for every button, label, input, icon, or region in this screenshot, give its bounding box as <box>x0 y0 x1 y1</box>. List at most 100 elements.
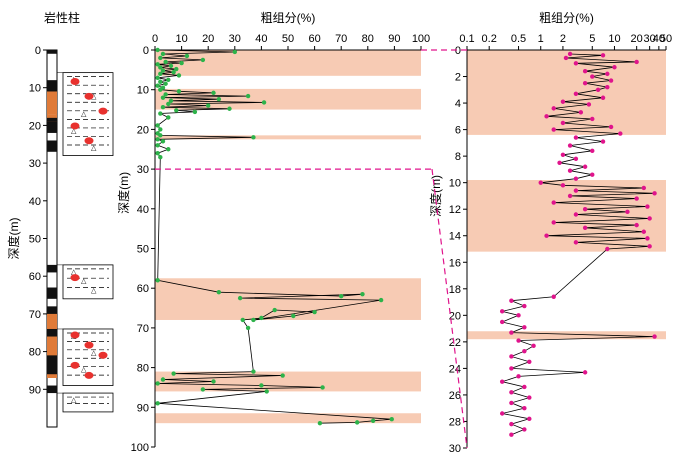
lithology-orange-layer <box>47 310 57 378</box>
lithology-detail-box <box>62 392 114 413</box>
log-x-tick-label: 20 <box>631 33 643 45</box>
log-y-tick-label: 4 <box>455 98 461 110</box>
lithology-tick-label: 0 <box>35 45 41 57</box>
log-data-point <box>522 303 527 309</box>
log-highlight-band <box>467 50 666 135</box>
log-data-point <box>509 432 514 437</box>
log-data-point <box>557 160 562 165</box>
linear-data-point <box>317 420 323 426</box>
linear-data-point <box>155 62 160 67</box>
lithology-black-layer <box>47 80 57 92</box>
log-x-tick-label: 50 <box>660 33 672 45</box>
linear-depth-label: 深度(m) <box>116 172 131 214</box>
log-data-point <box>522 348 527 354</box>
log-data-point <box>560 152 566 158</box>
log-data-point <box>645 236 650 241</box>
log-x-tick-label: 10 <box>608 33 620 45</box>
log-data-point <box>551 106 556 111</box>
linear-data-point <box>216 289 222 295</box>
lithology-black-layer <box>47 355 57 375</box>
log-data-point <box>645 204 650 209</box>
linear-data-point <box>216 97 222 102</box>
log-data-point <box>582 225 588 230</box>
log-data-point <box>551 220 556 225</box>
log-data-point <box>590 172 595 177</box>
coarse-fraction-log-panel: 粗组分(%)深度(m)0.1 0.2 0.5 1 2 5 10 20 3040500246810… <box>428 11 672 455</box>
linear-data-point <box>179 60 184 66</box>
linear-data-point <box>166 115 171 120</box>
log-y-tick-label: 8 <box>455 151 461 163</box>
lithology-gravel-symbol: △ <box>91 94 97 101</box>
log-data-point <box>634 59 639 65</box>
linear-data-point <box>389 417 394 422</box>
log-data-point <box>625 209 630 215</box>
linear-data-point <box>160 139 166 144</box>
log-data-point <box>509 366 514 371</box>
lithology-black-layer <box>47 385 57 394</box>
log-x-tick-label: 0.2 <box>482 33 497 45</box>
log-data-point <box>600 95 606 100</box>
log-data-point <box>595 87 601 93</box>
lithology-tick-label: 20 <box>29 120 41 132</box>
linear-data-point <box>171 371 176 376</box>
lithology-pebble <box>70 122 80 130</box>
linear-y-tick-label: 0 <box>143 45 149 57</box>
lithology-pebble <box>84 137 94 145</box>
linear-data-point <box>251 135 256 140</box>
lithology-black-layer <box>47 121 57 133</box>
log-data-point <box>563 55 569 61</box>
lithology-tick-label: 60 <box>29 271 41 283</box>
log-series-line <box>500 53 655 436</box>
lithology-tick-label: 40 <box>29 196 41 208</box>
linear-data-point <box>264 389 269 394</box>
linear-data-point <box>158 79 163 84</box>
lithology-tick-label: 50 <box>29 234 41 246</box>
linear-data-point <box>155 151 160 156</box>
log-data-point <box>652 334 657 339</box>
log-y-tick-label: 18 <box>449 284 461 296</box>
linear-y-tick-label: 20 <box>137 124 149 136</box>
log-data-point <box>573 212 579 217</box>
linear-y-tick-label: 60 <box>137 283 149 295</box>
log-data-point <box>509 298 514 303</box>
linear-data-point <box>192 109 198 115</box>
linear-data-point <box>245 93 251 99</box>
lithology-tick-label: 80 <box>29 347 41 359</box>
linear-data-point <box>240 317 245 323</box>
lithology-gravel-symbol: △ <box>81 111 87 118</box>
lithology-detail-box <box>62 264 114 300</box>
log-data-point <box>641 185 647 191</box>
linear-panel-title: 粗组分(%) <box>261 11 316 25</box>
log-data-point <box>590 116 595 122</box>
linear-y-tick-label: 90 <box>137 402 149 414</box>
linear-data-point <box>320 385 325 390</box>
linear-data-point <box>360 291 365 297</box>
log-y-tick-label: 10 <box>449 178 461 190</box>
linear-data-point <box>155 137 160 142</box>
log-data-point <box>509 390 514 395</box>
log-data-point <box>600 53 606 58</box>
log-data-point <box>578 110 584 115</box>
linear-highlight-band <box>155 135 421 140</box>
log-data-point <box>573 188 579 193</box>
log-data-point <box>509 421 514 427</box>
linear-data-point <box>155 123 160 128</box>
log-panel-title: 粗组分(%) <box>539 11 594 25</box>
linear-highlight-band <box>155 50 421 76</box>
linear-data-point <box>227 106 232 111</box>
log-data-point <box>605 71 610 77</box>
linear-data-point <box>155 278 160 283</box>
log-data-point <box>531 343 536 349</box>
linear-x-tick-label: 50 <box>282 33 294 45</box>
linear-x-tick-label: 90 <box>388 33 400 45</box>
linear-x-tick-label: 80 <box>362 33 374 45</box>
linear-x-tick-label: 100 <box>412 33 430 45</box>
linear-data-point <box>184 53 190 59</box>
coarse-fraction-linear-panel: 粗组分(%) 深度(m) 0 10 20 30 40 50 60 70 80 90 100 0 10 20 30… <box>116 11 430 454</box>
log-depth-label: 深度(m) <box>428 175 443 217</box>
log-data-point <box>567 143 573 148</box>
linear-data-point <box>168 63 174 69</box>
linear-data-point <box>158 87 163 92</box>
log-data-point <box>618 131 623 136</box>
linear-data-point <box>158 133 163 138</box>
